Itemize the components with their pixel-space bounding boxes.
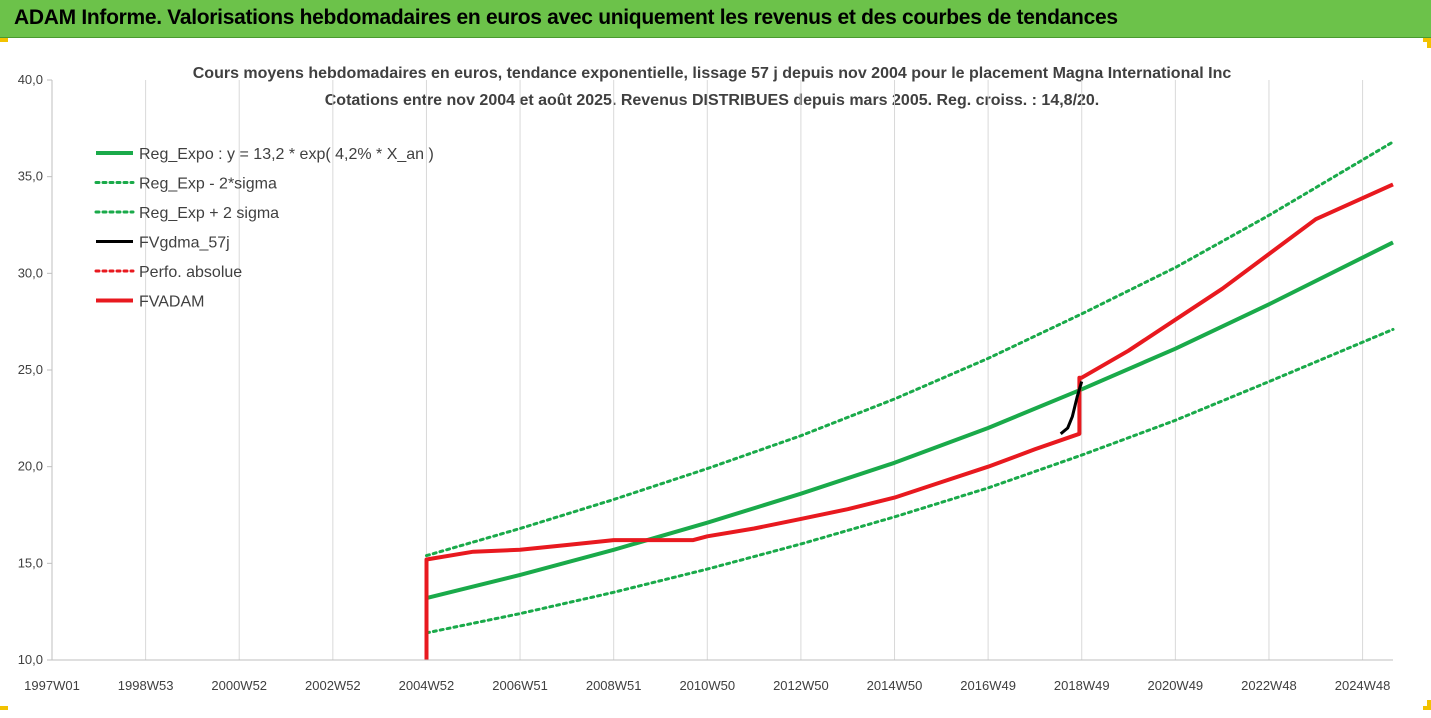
legend-label: Reg_Exp - 2*sigma: [139, 176, 277, 193]
series-line-0: [426, 240, 1394, 601]
legend-label: Perfo. absolue: [139, 264, 242, 281]
y-tick-label: 35,0: [18, 169, 43, 184]
x-tick-label: 2002W52: [305, 678, 361, 693]
grid-layer: [145, 80, 1364, 660]
x-tick-label: 2008W51: [586, 678, 642, 693]
chart-panel: Cours moyens hebdomadaires en euros, ten…: [0, 38, 1431, 718]
report-title: ADAM Informe. Valorisations hebdomadaire…: [14, 6, 1118, 29]
legend-label: FVgdma_57j: [139, 235, 230, 252]
x-tick-label: 2018W49: [1054, 678, 1110, 693]
series-line-1: [425, 327, 1395, 635]
legend-label: FVADAM: [139, 294, 204, 311]
y-tick-label: 15,0: [18, 555, 43, 570]
y-tick-label: 20,0: [18, 459, 43, 474]
x-tick-label: 2010W50: [679, 678, 735, 693]
x-tick-label: 2024W48: [1335, 678, 1391, 693]
series-line-5: [424, 182, 1394, 660]
x-tick-label: 2014W50: [867, 678, 923, 693]
legend: Reg_Expo : y = 13,2 * exp( 4,2% * X_an )…: [94, 146, 434, 311]
y-tick-label: 10,0: [18, 652, 43, 667]
frame-corner-mark: [1427, 700, 1431, 710]
y-tick-label: 25,0: [18, 362, 43, 377]
x-tick-label: 1997W01: [24, 678, 80, 693]
series-line-3: [1059, 381, 1084, 435]
frame-corner-mark: [0, 706, 8, 710]
chart-svg: Cours moyens hebdomadaires en euros, ten…: [18, 65, 1395, 693]
axis-layer: 1997W01 1998W53 2000W52 2002W52 2004W52 2006W…: [18, 72, 1393, 693]
series-line-2: [425, 140, 1395, 558]
x-tick-label: 2004W52: [399, 678, 455, 693]
legend-label: Reg_Expo : y = 13,2 * exp( 4,2% * X_an ): [139, 146, 434, 163]
y-tick-label: 30,0: [18, 265, 43, 280]
x-tick-label: 2016W49: [960, 678, 1016, 693]
report-banner: ADAM Informe. Valorisations hebdomadaire…: [0, 0, 1431, 38]
x-tick-label: 2012W50: [773, 678, 829, 693]
chart-title: Cours moyens hebdomadaires en euros, ten…: [193, 65, 1232, 82]
series-layer: [424, 140, 1395, 660]
chart-subtitle: Cotations entre nov 2004 et août 2025. R…: [325, 92, 1100, 109]
frame-corner-mark: [0, 38, 8, 42]
frame-corner-mark: [1427, 38, 1431, 48]
x-tick-label: 2020W49: [1148, 678, 1204, 693]
x-tick-label: 2000W52: [211, 678, 267, 693]
y-tick-label: 40,0: [18, 72, 43, 87]
x-tick-label: 1998W53: [118, 678, 174, 693]
x-tick-label: 2006W51: [492, 678, 548, 693]
x-tick-label: 2022W48: [1241, 678, 1297, 693]
legend-label: Reg_Exp + 2 sigma: [139, 205, 279, 222]
